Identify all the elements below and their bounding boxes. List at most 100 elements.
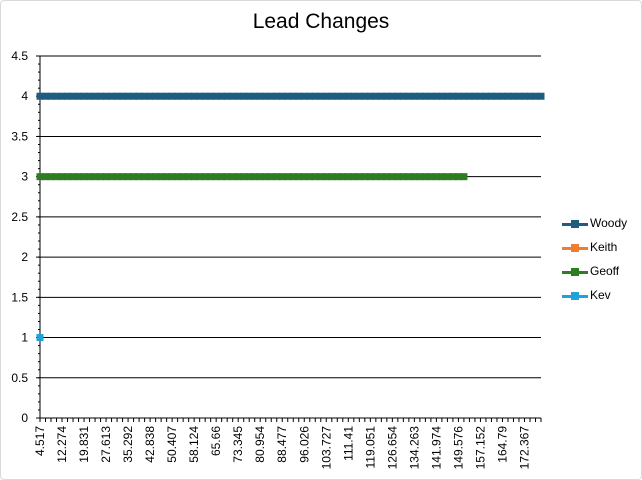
data-point-geoff bbox=[152, 173, 160, 181]
data-point-geoff bbox=[218, 173, 226, 181]
data-point-woody bbox=[405, 92, 413, 100]
data-point-geoff bbox=[421, 173, 429, 181]
x-tick-label: 50.407 bbox=[165, 426, 179, 463]
data-point-woody bbox=[36, 92, 44, 100]
data-point-geoff bbox=[168, 173, 176, 181]
data-point-geoff bbox=[75, 173, 83, 181]
data-point-geoff bbox=[410, 173, 418, 181]
data-point-woody bbox=[69, 92, 77, 100]
legend-label-woody: Woody bbox=[590, 216, 628, 230]
data-point-geoff bbox=[58, 173, 66, 181]
data-point-woody bbox=[157, 92, 165, 100]
data-point-geoff bbox=[64, 173, 72, 181]
y-tick-label: 3.5 bbox=[11, 129, 28, 143]
data-point-woody bbox=[350, 92, 358, 100]
legend-swatch-keith bbox=[562, 244, 588, 252]
y-tick-label: 2 bbox=[21, 250, 28, 264]
data-point-geoff bbox=[234, 173, 242, 181]
data-point-geoff bbox=[416, 173, 424, 181]
data-point-geoff bbox=[328, 173, 336, 181]
data-point-geoff bbox=[69, 173, 77, 181]
data-point-woody bbox=[317, 92, 325, 100]
data-point-geoff bbox=[262, 173, 270, 181]
data-point-woody bbox=[427, 92, 435, 100]
y-tick-label: 4.5 bbox=[11, 49, 28, 63]
legend-item-woody: Woody bbox=[562, 214, 642, 238]
data-point-woody bbox=[537, 92, 545, 100]
data-point-woody bbox=[482, 92, 490, 100]
data-point-woody bbox=[163, 92, 171, 100]
data-point-woody bbox=[91, 92, 99, 100]
data-point-woody bbox=[355, 92, 363, 100]
data-point-geoff bbox=[438, 173, 446, 181]
data-point-woody bbox=[113, 92, 121, 100]
data-point-woody bbox=[58, 92, 66, 100]
x-tick-label: 172.367 bbox=[517, 426, 531, 470]
data-point-woody bbox=[460, 92, 468, 100]
data-point-woody bbox=[487, 92, 495, 100]
legend-item-keith: Keith bbox=[562, 238, 642, 262]
data-point-geoff bbox=[278, 173, 286, 181]
data-point-geoff bbox=[53, 173, 61, 181]
data-point-woody bbox=[465, 92, 473, 100]
data-point-woody bbox=[124, 92, 132, 100]
data-point-woody bbox=[80, 92, 88, 100]
data-point-woody bbox=[146, 92, 154, 100]
x-tick-label: 119.051 bbox=[363, 426, 377, 469]
data-point-geoff bbox=[449, 173, 457, 181]
x-tick-label: 164.79 bbox=[495, 426, 509, 463]
data-point-geoff bbox=[196, 173, 204, 181]
x-tick-label: 149.576 bbox=[451, 426, 465, 470]
data-point-woody bbox=[119, 92, 127, 100]
data-point-woody bbox=[168, 92, 176, 100]
data-point-geoff bbox=[295, 173, 303, 181]
data-point-geoff bbox=[190, 173, 198, 181]
data-point-kev bbox=[36, 334, 44, 342]
x-tick-label: 88.477 bbox=[275, 426, 289, 463]
x-tick-label: 12.274 bbox=[55, 426, 69, 463]
legend: Woody Keith Geoff Kev bbox=[562, 214, 642, 310]
data-point-woody bbox=[333, 92, 341, 100]
data-point-geoff bbox=[405, 173, 413, 181]
data-point-woody bbox=[504, 92, 512, 100]
x-tick-label: 96.026 bbox=[297, 426, 311, 463]
data-point-geoff bbox=[86, 173, 94, 181]
y-tick-label: 0.5 bbox=[11, 371, 28, 385]
data-point-woody bbox=[509, 92, 517, 100]
data-point-geoff bbox=[344, 173, 352, 181]
data-point-woody bbox=[372, 92, 380, 100]
data-point-geoff bbox=[135, 173, 143, 181]
data-point-geoff bbox=[113, 173, 121, 181]
data-point-woody bbox=[388, 92, 396, 100]
data-point-geoff bbox=[322, 173, 330, 181]
data-point-woody bbox=[339, 92, 347, 100]
data-point-woody bbox=[234, 92, 242, 100]
data-point-woody bbox=[284, 92, 292, 100]
data-point-woody bbox=[377, 92, 385, 100]
data-point-geoff bbox=[454, 173, 462, 181]
data-point-woody bbox=[245, 92, 253, 100]
data-point-woody bbox=[273, 92, 281, 100]
data-point-geoff bbox=[245, 173, 253, 181]
legend-item-geoff: Geoff bbox=[562, 262, 642, 286]
data-point-woody bbox=[366, 92, 374, 100]
data-point-geoff bbox=[289, 173, 297, 181]
data-point-woody bbox=[207, 92, 215, 100]
data-point-woody bbox=[432, 92, 440, 100]
data-point-woody bbox=[328, 92, 336, 100]
data-point-woody bbox=[278, 92, 286, 100]
x-tick-label: 126.654 bbox=[385, 426, 399, 470]
data-point-geoff bbox=[207, 173, 215, 181]
data-point-geoff bbox=[350, 173, 358, 181]
data-point-woody bbox=[42, 92, 50, 100]
data-point-geoff bbox=[394, 173, 402, 181]
data-point-woody bbox=[300, 92, 308, 100]
x-tick-label: 4.517 bbox=[33, 426, 47, 456]
x-tick-label: 73.345 bbox=[231, 426, 245, 463]
data-point-woody bbox=[223, 92, 231, 100]
data-point-geoff bbox=[339, 173, 347, 181]
data-point-woody bbox=[108, 92, 116, 100]
data-point-woody bbox=[53, 92, 61, 100]
x-tick-label: 58.124 bbox=[187, 426, 201, 463]
data-point-geoff bbox=[383, 173, 391, 181]
